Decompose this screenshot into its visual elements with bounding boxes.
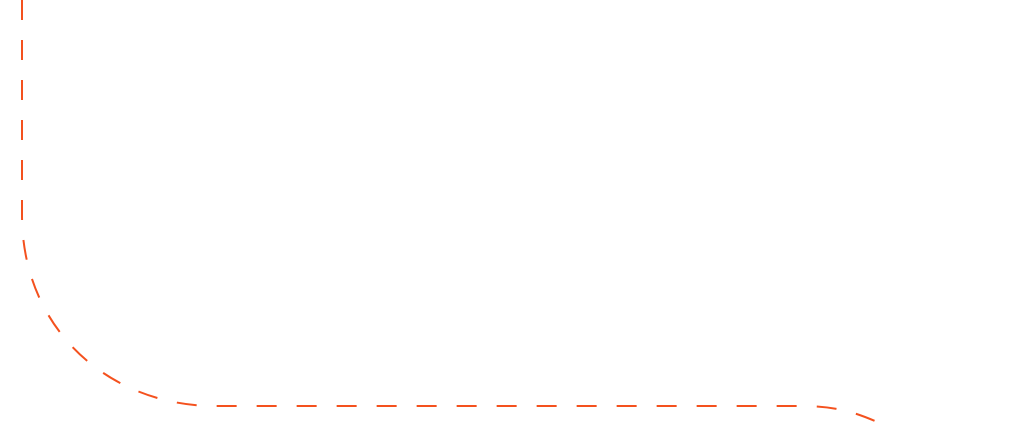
dashed-connector-line (21, 0, 887, 427)
